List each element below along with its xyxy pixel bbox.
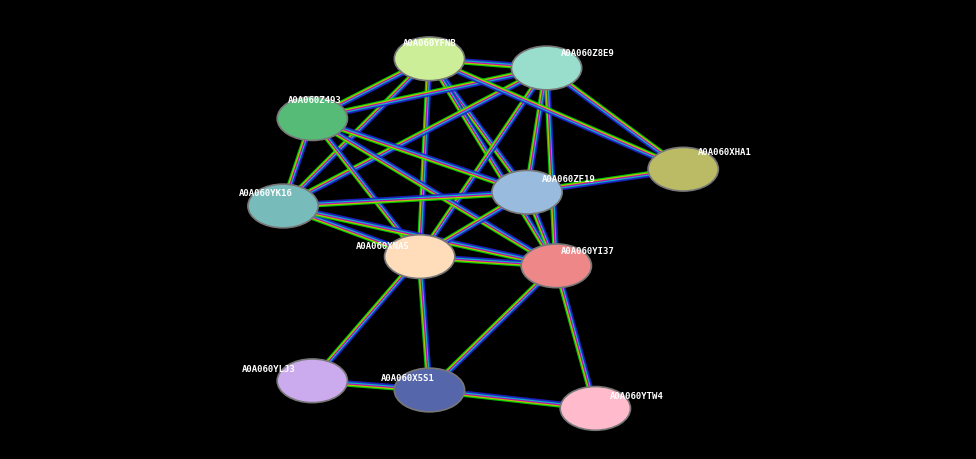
Ellipse shape (277, 97, 347, 141)
Ellipse shape (248, 185, 318, 228)
Ellipse shape (521, 244, 591, 288)
Text: A0A060YK16: A0A060YK16 (239, 188, 293, 197)
Ellipse shape (511, 47, 582, 91)
Text: A0A060X5S1: A0A060X5S1 (381, 373, 434, 382)
Ellipse shape (560, 386, 630, 431)
Text: A0A060Z8E9: A0A060Z8E9 (561, 48, 615, 57)
Text: A0A060ZF19: A0A060ZF19 (542, 174, 595, 184)
Text: A0A060Z493: A0A060Z493 (288, 95, 342, 105)
Text: A0A060YLJ3: A0A060YLJ3 (242, 364, 296, 373)
Text: A0A060XNA5: A0A060XNA5 (356, 241, 410, 250)
Ellipse shape (394, 368, 465, 412)
Ellipse shape (648, 148, 718, 192)
Text: A0A060YI37: A0A060YI37 (561, 246, 615, 256)
Ellipse shape (492, 171, 562, 215)
Ellipse shape (385, 235, 455, 279)
Ellipse shape (394, 38, 465, 82)
Ellipse shape (277, 359, 347, 403)
Text: A0A060XHA1: A0A060XHA1 (698, 148, 752, 157)
Text: A0A060YFNB: A0A060YFNB (402, 39, 457, 48)
Text: A0A060YTW4: A0A060YTW4 (610, 391, 664, 400)
